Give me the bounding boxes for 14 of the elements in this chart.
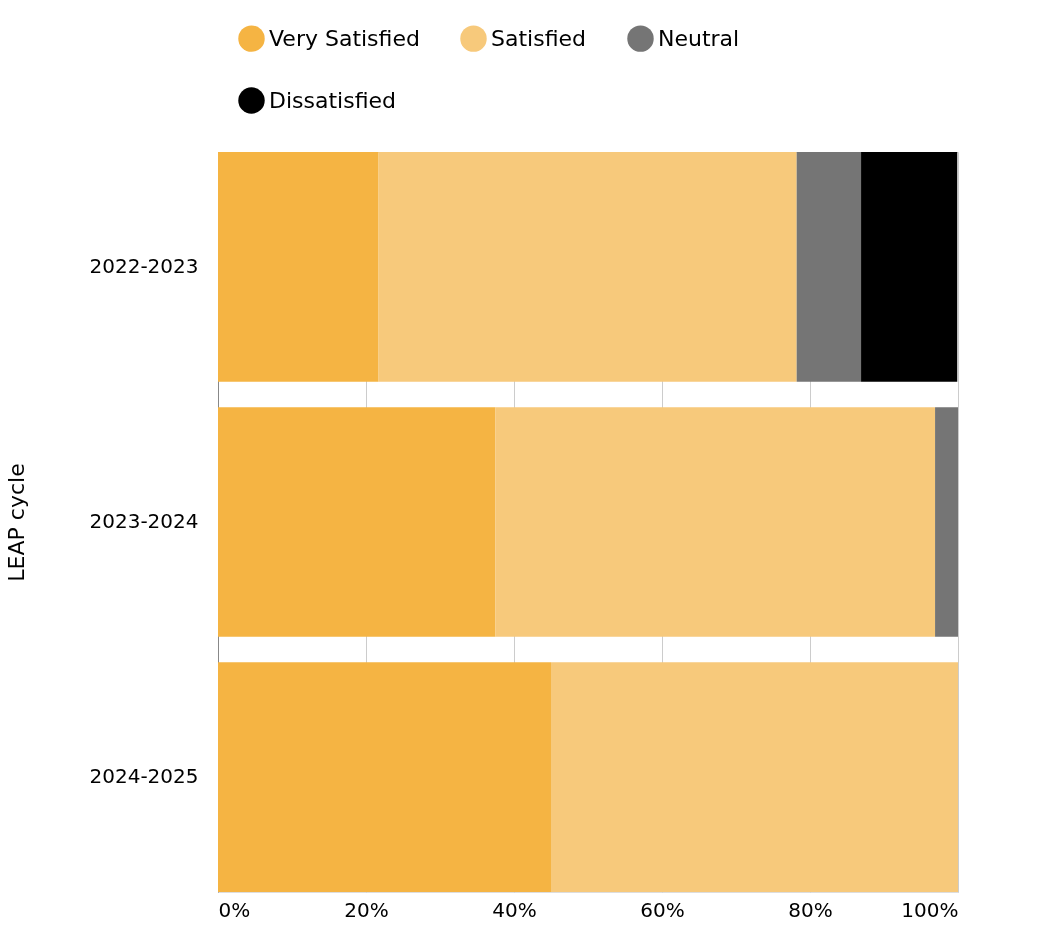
x-tick-label: 80% xyxy=(788,897,833,922)
y-tick-label: 2023-2024 xyxy=(89,509,199,533)
legend-label: Satisfied xyxy=(491,25,587,51)
x-tick-label: 100% xyxy=(901,897,959,922)
y-tick-label: 2022-2023 xyxy=(89,253,199,278)
x-tick-label: 0% xyxy=(218,897,251,922)
x-tick-label: 60% xyxy=(640,897,685,922)
y-axis-title: LEAP cycle xyxy=(4,463,30,582)
y-tick-label: 2024-2025 xyxy=(89,764,199,789)
x-tick-label: 20% xyxy=(344,897,389,922)
legend-label: Very Satisfied xyxy=(269,25,420,51)
legend-label: Dissatisfied xyxy=(269,87,397,113)
x-tick-label: 40% xyxy=(492,897,537,922)
legend-label: Neutral xyxy=(658,25,740,51)
